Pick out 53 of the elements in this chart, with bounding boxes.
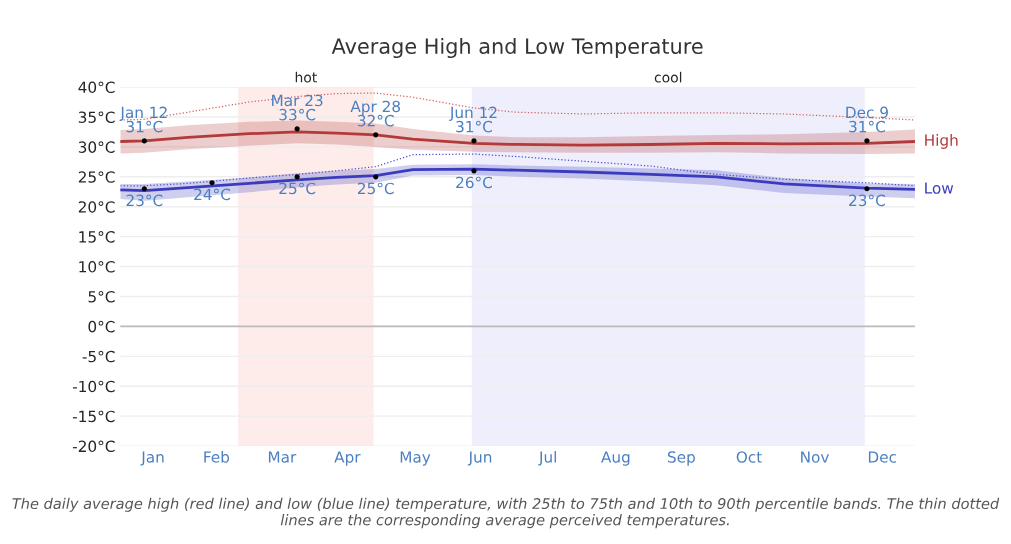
y-tick-label: 0°C bbox=[88, 320, 115, 333]
annotation: Apr 28 32°C bbox=[350, 100, 401, 127]
y-tick-label: 35°C bbox=[78, 111, 115, 123]
y-tick-label: 5°C bbox=[88, 290, 115, 303]
text: The daily average high (red line) and low (blue line) temperature, with 25th to 75th and 10th to 90th percentile bands. The thin dotted lines are the corresponding average perceived temperatures. bbox=[12, 497, 1000, 529]
x-tick-label: Mar bbox=[268, 451, 297, 463]
x-tick-label: Jun bbox=[467, 451, 492, 466]
annotation: Dec 9 31°C bbox=[846, 106, 888, 133]
annotation: 23°C bbox=[849, 194, 885, 207]
x-tick-label: Sep bbox=[667, 451, 695, 466]
annotation: Jan 12 31°C bbox=[119, 106, 167, 133]
x-tick-label: Jan bbox=[140, 451, 164, 466]
y-tick-label: 25°C bbox=[78, 171, 115, 183]
y-tick-label: 15°C bbox=[79, 231, 115, 243]
series-label: High bbox=[925, 134, 958, 149]
band-label: hot bbox=[295, 71, 317, 83]
annotation: 24°C bbox=[194, 188, 231, 201]
x-tick-label: Aug bbox=[601, 451, 630, 466]
x-tick-label: Apr bbox=[334, 451, 361, 466]
y-tick-label: -5°C bbox=[82, 350, 115, 363]
x-tick-label: May bbox=[400, 451, 431, 466]
band-label: cool bbox=[654, 71, 682, 83]
x-tick-label: Nov bbox=[801, 451, 829, 463]
x-tick-label: Oct bbox=[736, 451, 762, 463]
x-tick-label: Jul bbox=[538, 450, 556, 466]
point bbox=[864, 186, 870, 192]
annotation: Mar 23 33°C bbox=[272, 94, 323, 121]
annotation: Jun 12 31°C bbox=[449, 106, 497, 133]
annotation: 26°C bbox=[456, 176, 493, 189]
point bbox=[471, 168, 477, 174]
annotation: 25°C bbox=[357, 182, 394, 195]
x-tick-label: Dec bbox=[868, 451, 897, 463]
x-tick-label: Feb bbox=[204, 450, 230, 463]
chart-title: Average High and Low Temperature bbox=[331, 37, 703, 59]
point bbox=[294, 126, 300, 132]
y-tick-label: 40°C bbox=[78, 81, 115, 94]
point bbox=[294, 174, 300, 180]
point bbox=[471, 138, 477, 144]
y-tick-label: -20°C bbox=[72, 440, 115, 453]
annotation: 25°C bbox=[279, 182, 316, 195]
y-tick-label: 10°C bbox=[79, 261, 115, 273]
point bbox=[373, 174, 379, 180]
point bbox=[864, 138, 870, 144]
point bbox=[141, 186, 147, 192]
y-tick-label: -10°C bbox=[72, 380, 115, 393]
point bbox=[141, 138, 147, 144]
point bbox=[209, 180, 215, 186]
point bbox=[373, 132, 379, 138]
series-label: Low bbox=[925, 182, 954, 194]
y-tick-label: 30°C bbox=[78, 141, 115, 153]
y-tick-label: -15°C bbox=[72, 410, 115, 423]
y-tick-label: 20°C bbox=[78, 201, 115, 213]
annotation: 23°C bbox=[126, 194, 163, 207]
